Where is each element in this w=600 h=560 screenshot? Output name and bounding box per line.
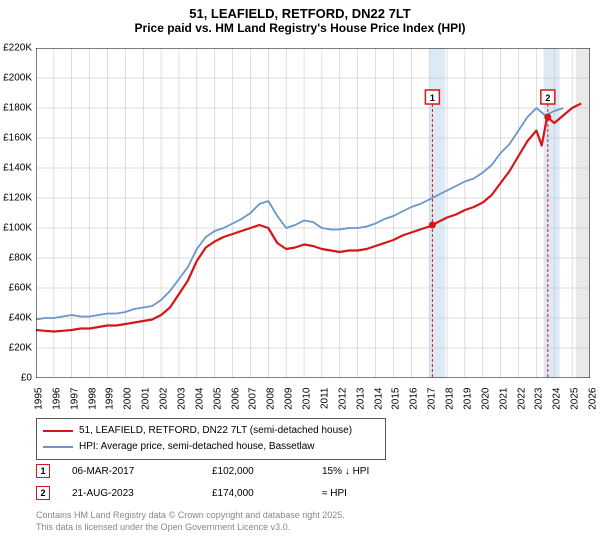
x-tick-label: 2021 (498, 388, 509, 410)
legend-row: HPI: Average price, semi-detached house,… (43, 439, 379, 455)
x-tick-label: 2003 (176, 388, 187, 410)
legend-swatch (43, 430, 73, 432)
x-tick-label: 1996 (51, 388, 62, 410)
y-tick-label: £100K (3, 223, 32, 234)
x-tick-label: 2023 (534, 388, 545, 410)
sale-marker-box: 1 (36, 464, 50, 478)
x-tick-label: 2011 (319, 388, 330, 410)
x-tick-label: 1995 (34, 388, 45, 410)
x-tick-label: 2022 (516, 388, 527, 410)
y-tick-label: £220K (3, 43, 32, 54)
x-tick-label: 2009 (284, 388, 295, 410)
x-tick-label: 2020 (480, 388, 491, 410)
title-block: 51, LEAFIELD, RETFORD, DN22 7LT Price pa… (0, 0, 600, 39)
y-tick-label: £80K (9, 253, 32, 264)
legend-label: 51, LEAFIELD, RETFORD, DN22 7LT (semi-de… (79, 423, 352, 439)
chart-container: 51, LEAFIELD, RETFORD, DN22 7LT Price pa… (0, 0, 600, 560)
x-tick-label: 2010 (302, 388, 313, 410)
y-tick-label: £60K (9, 283, 32, 294)
x-tick-label: 2024 (552, 388, 563, 410)
y-tick-label: £20K (9, 343, 32, 354)
x-tick-label: 2007 (248, 388, 259, 410)
attribution-line1: Contains HM Land Registry data © Crown c… (36, 510, 345, 522)
y-tick-label: £120K (3, 193, 32, 204)
x-tick-label: 2026 (588, 388, 599, 410)
attribution: Contains HM Land Registry data © Crown c… (36, 510, 345, 533)
x-tick-label: 2004 (194, 388, 205, 410)
y-tick-label: £180K (3, 103, 32, 114)
y-tick-label: £0 (21, 373, 32, 384)
x-tick-label: 2018 (445, 388, 456, 410)
sale-row: 1 06-MAR-2017£102,00015% ↓ HPI (36, 460, 576, 482)
x-tick-label: 2013 (355, 388, 366, 410)
y-tick-label: £140K (3, 163, 32, 174)
chart-area: 12 (36, 48, 590, 378)
x-tick-label: 2005 (212, 388, 223, 410)
sale-price: £174,000 (212, 488, 322, 499)
x-tick-label: 2002 (159, 388, 170, 410)
svg-text:1: 1 (430, 93, 435, 103)
y-tick-label: £40K (9, 313, 32, 324)
x-tick-label: 1999 (105, 388, 116, 410)
x-tick-label: 2017 (427, 388, 438, 410)
legend: 51, LEAFIELD, RETFORD, DN22 7LT (semi-de… (36, 418, 386, 460)
title-subtitle: Price paid vs. HM Land Registry's House … (0, 21, 600, 35)
x-tick-label: 2012 (337, 388, 348, 410)
attribution-line2: This data is licensed under the Open Gov… (36, 522, 345, 534)
legend-row: 51, LEAFIELD, RETFORD, DN22 7LT (semi-de… (43, 423, 379, 439)
sales-table: 1 06-MAR-2017£102,00015% ↓ HPI 2 21-AUG-202… (36, 460, 576, 504)
x-tick-label: 2000 (123, 388, 134, 410)
x-axis: 1995 1996 1997 1998 1999 2000 2001 2002 2003 2004… (36, 380, 590, 416)
x-tick-label: 2014 (373, 388, 384, 410)
sale-vs-hpi: ≈ HPI (322, 488, 442, 499)
x-tick-label: 1998 (87, 388, 98, 410)
sale-vs-hpi: 15% ↓ HPI (322, 466, 442, 477)
x-tick-label: 2019 (462, 388, 473, 410)
sale-row: 2 21-AUG-2023£174,000≈ HPI (36, 482, 576, 504)
chart-svg: 12 (36, 48, 590, 378)
y-tick-label: £160K (3, 133, 32, 144)
legend-swatch (43, 446, 73, 448)
x-tick-label: 2008 (266, 388, 277, 410)
legend-label: HPI: Average price, semi-detached house,… (79, 439, 315, 455)
sale-price: £102,000 (212, 466, 322, 477)
sale-marker-box: 2 (36, 486, 50, 500)
x-tick-label: 2015 (391, 388, 402, 410)
x-tick-label: 2006 (230, 388, 241, 410)
y-tick-label: £200K (3, 73, 32, 84)
x-tick-label: 1997 (69, 388, 80, 410)
svg-text:2: 2 (545, 93, 550, 103)
sale-date: 06-MAR-2017 (72, 466, 212, 477)
x-tick-label: 2016 (409, 388, 420, 410)
sale-date: 21-AUG-2023 (72, 488, 212, 499)
x-tick-label: 2001 (141, 388, 152, 410)
y-axis: £0£20K£40K£60K£80K£100K£120K£140K£160K£1… (0, 48, 34, 378)
title-address: 51, LEAFIELD, RETFORD, DN22 7LT (0, 6, 600, 21)
x-tick-label: 2025 (570, 388, 581, 410)
